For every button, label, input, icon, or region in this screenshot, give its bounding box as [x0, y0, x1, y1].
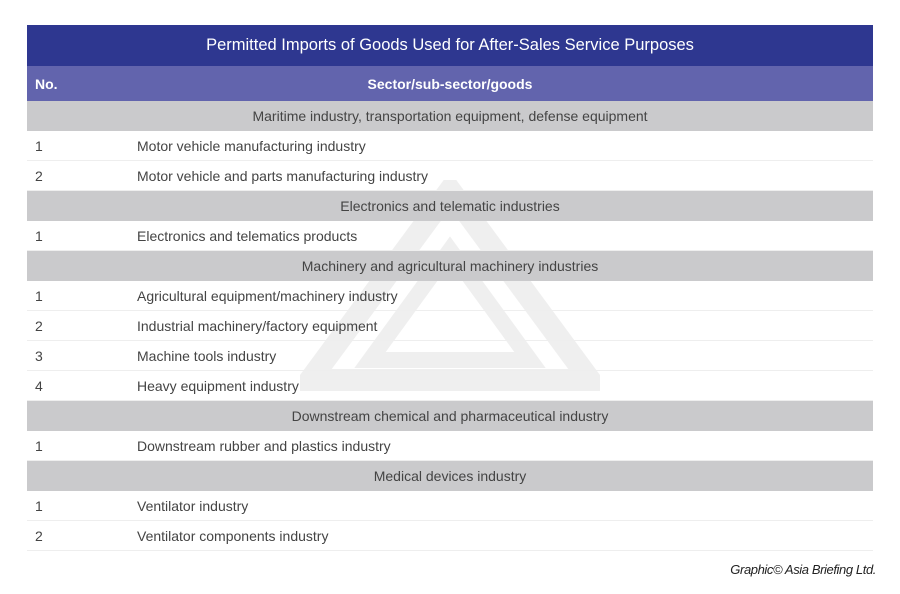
- section-row: Electronics and telematic industries: [27, 191, 873, 221]
- section-row: Downstream chemical and pharmaceutical i…: [27, 401, 873, 431]
- row-item: Agricultural equipment/machinery industr…: [137, 288, 398, 304]
- row-item: Industrial machinery/factory equipment: [137, 318, 378, 334]
- table-row: 1 Motor vehicle manufacturing industry: [27, 131, 873, 161]
- row-item: Machine tools industry: [137, 348, 277, 364]
- row-no: 1: [35, 288, 43, 304]
- row-no: 4: [35, 378, 43, 394]
- section-row: Maritime industry, transportation equipm…: [27, 101, 873, 131]
- table-row: 1 Agricultural equipment/machinery indust…: [27, 281, 873, 311]
- table-row: 1 Downstream rubber and plastics industry: [27, 431, 873, 461]
- row-item: Ventilator industry: [137, 498, 249, 514]
- row-item: Motor vehicle and parts manufacturing in…: [137, 168, 429, 184]
- row-no: 1: [35, 138, 43, 154]
- row-no: 1: [35, 498, 43, 514]
- row-item: Downstream rubber and plastics industry: [137, 438, 391, 454]
- section-row: Medical devices industry: [27, 461, 873, 491]
- watermark-logo: [300, 180, 600, 391]
- row-no: 2: [35, 318, 43, 334]
- row-no: 2: [35, 528, 43, 544]
- header-no: No.: [35, 76, 58, 92]
- table-row: 2 Motor vehicle and parts manufacturing i…: [27, 161, 873, 191]
- row-no: 2: [35, 168, 43, 184]
- credit-text: Graphic© Asia Briefing Ltd.: [730, 562, 876, 577]
- row-item: Heavy equipment industry: [137, 378, 299, 394]
- section-row: Machinery and agricultural machinery ind…: [27, 251, 873, 281]
- table-row: 1 Ventilator industry: [27, 491, 873, 521]
- header-sector: Sector/sub-sector/goods: [367, 76, 533, 92]
- table-row: 4 Heavy equipment industry: [27, 371, 873, 401]
- row-item: Motor vehicle manufacturing industry: [137, 138, 366, 154]
- table-row: 3 Machine tools industry: [27, 341, 873, 371]
- row-no: 1: [35, 228, 43, 244]
- table-title: Permitted Imports of Goods Used for Afte…: [27, 25, 873, 66]
- imports-table: Permitted Imports of Goods Used for Afte…: [27, 25, 873, 551]
- table-row: 1 Electronics and telematics products: [27, 221, 873, 251]
- row-item: Electronics and telematics products: [137, 228, 358, 244]
- table-row: 2 Industrial machinery/factory equipment: [27, 311, 873, 341]
- table-row: 2 Ventilator components industry: [27, 521, 873, 551]
- table-header: Sector/sub-sector/goods No.: [27, 66, 873, 101]
- row-item: Ventilator components industry: [137, 528, 329, 544]
- row-no: 1: [35, 438, 43, 454]
- row-no: 3: [35, 348, 43, 364]
